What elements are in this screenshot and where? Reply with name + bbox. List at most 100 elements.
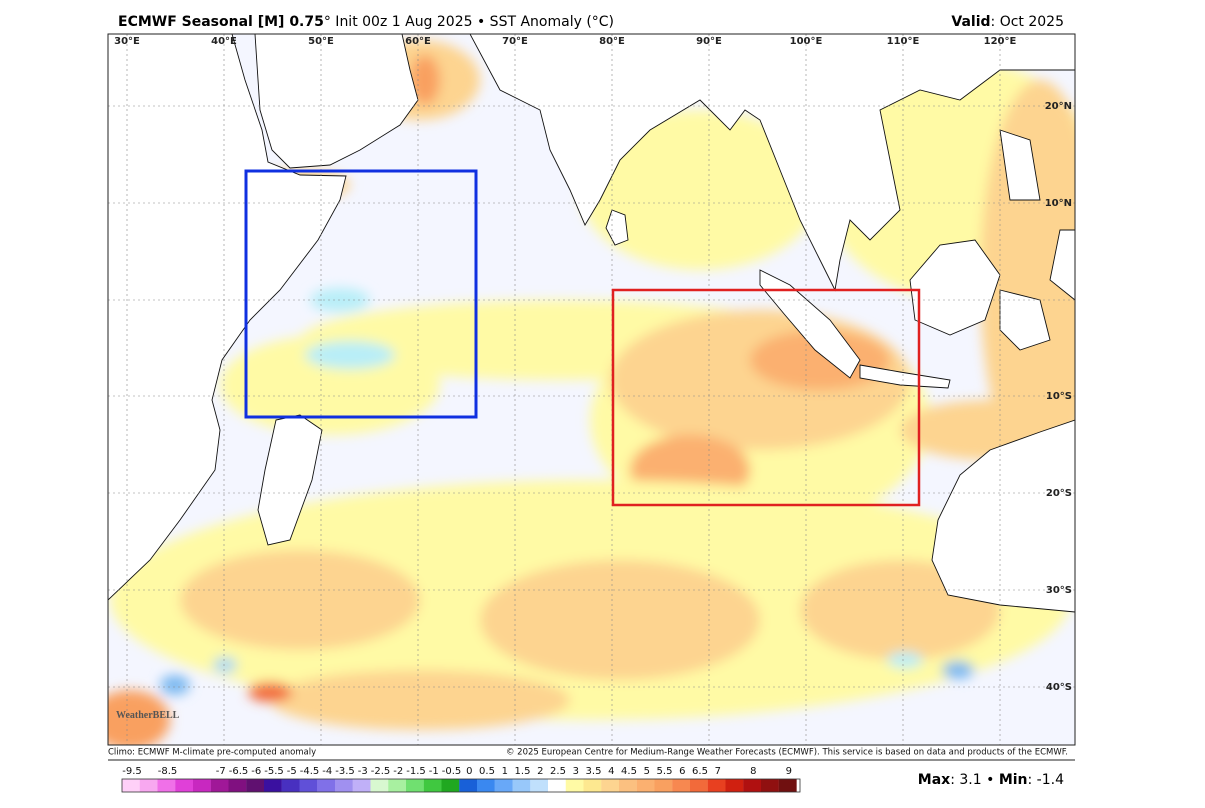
colorbar-swatch bbox=[210, 779, 229, 792]
colorbar-label: 6.5 bbox=[692, 766, 708, 777]
title-bold: ECMWF Seasonal [M] 0.75 bbox=[118, 14, 324, 30]
colorbar-label: -5.5 bbox=[264, 766, 284, 777]
colorbar-label: -2.5 bbox=[371, 766, 391, 777]
lon-label: 110°E bbox=[887, 36, 920, 47]
madagascar bbox=[257, 414, 323, 546]
lon-label: 100°E bbox=[790, 36, 823, 47]
stats: Max: 3.1 • Min: -1.4 bbox=[918, 772, 1064, 788]
lon-label: 50°E bbox=[308, 36, 334, 47]
colorbar-swatch bbox=[122, 779, 140, 792]
colorbar-swatch bbox=[441, 779, 460, 792]
colorbar-swatch bbox=[228, 779, 247, 792]
asia bbox=[469, 34, 1075, 292]
sri-lanka bbox=[605, 209, 629, 246]
colorbar-swatch bbox=[494, 779, 513, 792]
copyright: © 2025 European Centre for Medium-Range … bbox=[506, 748, 1068, 758]
colorbar-label: -3.5 bbox=[335, 766, 355, 777]
philippines bbox=[999, 129, 1075, 301]
colorbar-label: -0.5 bbox=[442, 766, 462, 777]
colorbar-label: 9 bbox=[786, 766, 792, 777]
lon-label: 60°E bbox=[405, 36, 431, 47]
max-value: : 3.1 bbox=[950, 772, 981, 788]
graticule: 30°E 40°E 50°E 60°E 70°E 80°E 90°E 100°E 110°E 12… bbox=[108, 34, 1075, 745]
colorbar-swatch bbox=[761, 779, 779, 792]
blue-region-box bbox=[244, 169, 478, 419]
lat-label: 20°N bbox=[1045, 101, 1072, 112]
lat-label: 10°S bbox=[1046, 391, 1072, 402]
colorbar-label: 3 bbox=[573, 766, 579, 777]
colorbar-label: 2.5 bbox=[550, 766, 566, 777]
colorbar-swatch bbox=[335, 779, 353, 792]
red-region-box bbox=[611, 288, 921, 507]
climo-note: Climo: ECMWF M-climate pre-computed anom… bbox=[108, 748, 316, 758]
min-value: : -1.4 bbox=[1028, 772, 1065, 788]
australia bbox=[931, 419, 1075, 613]
lon-label: 80°E bbox=[599, 36, 625, 47]
colorbar-frame bbox=[121, 778, 801, 793]
colorbar-swatch bbox=[423, 779, 442, 792]
colorbar-swatch bbox=[690, 779, 708, 792]
colorbar-label: 4.5 bbox=[621, 766, 637, 777]
valid-label: Valid bbox=[951, 14, 990, 30]
title: ECMWF Seasonal [M] 0.75° Init 00z 1 Aug … bbox=[118, 14, 614, 30]
colorbar-label: 2 bbox=[537, 766, 543, 777]
colorbar-label: -3 bbox=[358, 766, 368, 777]
colorbar-swatch bbox=[743, 779, 762, 792]
colorbar-swatch bbox=[299, 779, 318, 792]
sumatra bbox=[759, 269, 861, 379]
colorbar-swatch bbox=[459, 779, 478, 792]
lat-label: 20°S bbox=[1046, 488, 1072, 499]
colorbar-label: 5 bbox=[644, 766, 650, 777]
colorbar-swatch bbox=[601, 779, 620, 792]
colorbar-label: -6.5 bbox=[229, 766, 249, 777]
colorbar-label: -9.5 bbox=[122, 766, 142, 777]
colorbar-label: 0.5 bbox=[479, 766, 495, 777]
colorbar-swatch bbox=[352, 779, 371, 792]
valid: Valid: Oct 2025 bbox=[951, 14, 1064, 30]
colorbar-label: 3.5 bbox=[586, 766, 602, 777]
arabia bbox=[254, 34, 419, 169]
colorbar-swatch bbox=[477, 779, 495, 792]
colorbar-swatch bbox=[672, 779, 691, 792]
colorbar-label: -5 bbox=[287, 766, 297, 777]
map-frame bbox=[107, 33, 1076, 746]
colorbar-swatch bbox=[317, 779, 336, 792]
colorbar-label: -6 bbox=[251, 766, 261, 777]
colorbar-swatch bbox=[193, 779, 211, 792]
colorbar-swatch bbox=[370, 779, 389, 792]
colorbar-swatch bbox=[281, 779, 300, 792]
colorbar-label: -7 bbox=[216, 766, 226, 777]
colorbar-swatch bbox=[548, 779, 566, 792]
colorbar-label: 6 bbox=[679, 766, 685, 777]
logo: WeatherBELL bbox=[116, 710, 180, 721]
colorbar-swatch bbox=[654, 779, 673, 792]
colorbar-label: 4 bbox=[608, 766, 614, 777]
colorbar-swatch bbox=[530, 779, 549, 792]
colorbar-swatch bbox=[175, 779, 194, 792]
colorbar-swatch bbox=[583, 779, 602, 792]
colorbar-swatch bbox=[157, 779, 176, 792]
title-rest: ° Init 00z 1 Aug 2025 • SST Anomaly (°C) bbox=[324, 14, 614, 30]
land bbox=[108, 34, 1075, 613]
map: 30°E 40°E 50°E 60°E 70°E 80°E 90°E 100°E 110°E 12… bbox=[108, 34, 1075, 745]
stats-separator: • bbox=[982, 772, 999, 788]
java bbox=[859, 364, 951, 389]
colorbar-label: 8 bbox=[750, 766, 756, 777]
colorbar-swatch bbox=[565, 779, 584, 792]
colorbar-label: 1 bbox=[502, 766, 508, 777]
colorbar: -9.5 -8.5 -7 -6.5 -6 -5.5 -5 -4.5 -4 -3.5 -3 -2.5 -2… bbox=[121, 766, 801, 793]
colorbar-swatch bbox=[725, 779, 744, 792]
lon-label: 120°E bbox=[984, 36, 1017, 47]
lon-label: 30°E bbox=[114, 36, 140, 47]
colorbar-swatch bbox=[778, 779, 797, 792]
colorbar-swatch bbox=[512, 779, 531, 792]
min-label: Min bbox=[999, 772, 1028, 788]
lon-label: 40°E bbox=[211, 36, 237, 47]
colorbar-label: -1.5 bbox=[406, 766, 426, 777]
colorbar-swatch bbox=[406, 779, 424, 792]
lon-label: 70°E bbox=[502, 36, 528, 47]
sulawesi bbox=[999, 289, 1051, 351]
lat-label: 30°S bbox=[1046, 585, 1072, 596]
